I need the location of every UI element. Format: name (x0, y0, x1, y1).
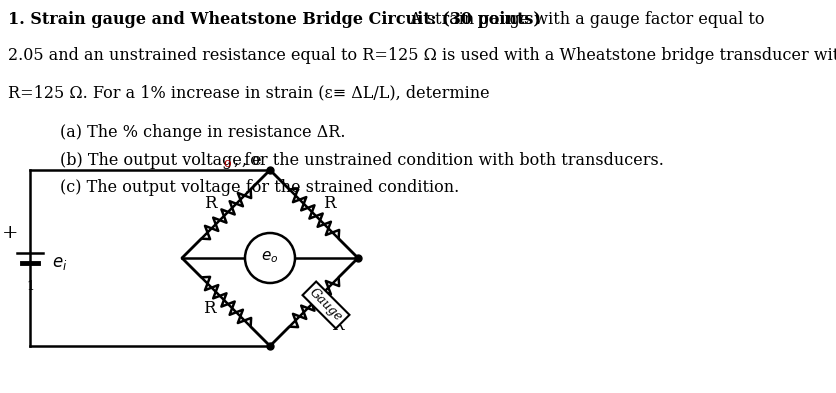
Text: 2.05 and an unstrained resistance equal to R=125 Ω is used with a Wheatstone bri: 2.05 and an unstrained resistance equal … (8, 48, 836, 64)
Text: R: R (202, 300, 215, 317)
Text: $e_o$: $e_o$ (261, 249, 278, 265)
Text: R: R (331, 317, 344, 334)
Text: R: R (204, 195, 217, 212)
Text: (c) The output voltage for the strained condition.: (c) The output voltage for the strained … (60, 179, 459, 196)
Text: R=125 Ω. For a 1% increase in strain (ε≡ ΔL/L), determine: R=125 Ω. For a 1% increase in strain (ε≡… (8, 84, 489, 101)
Text: , for the unstrained condition with both transducers.: , for the unstrained condition with both… (234, 152, 663, 169)
Text: $e_i$: $e_i$ (52, 255, 68, 272)
Text: (b) The output voltage, e: (b) The output voltage, e (60, 152, 262, 169)
Text: (a) The % change in resistance ΔR.: (a) The % change in resistance ΔR. (60, 124, 345, 141)
Text: Gauge: Gauge (307, 286, 344, 324)
Text: A strain gauge with a gauge factor equal to: A strain gauge with a gauge factor equal… (405, 11, 764, 28)
Text: 1: 1 (26, 279, 34, 292)
Text: R: R (323, 195, 335, 212)
Text: o: o (223, 156, 231, 169)
Text: 1. Strain gauge and Wheatstone Bridge Circuit: (30 points): 1. Strain gauge and Wheatstone Bridge Ci… (8, 11, 540, 28)
Text: +: + (2, 224, 18, 242)
Text: 1. Strain gauge and Wheatstone Bridge Circuit: (30 points) A strain gauge with a: 1. Strain gauge and Wheatstone Bridge Ci… (8, 11, 836, 28)
Circle shape (245, 233, 294, 283)
